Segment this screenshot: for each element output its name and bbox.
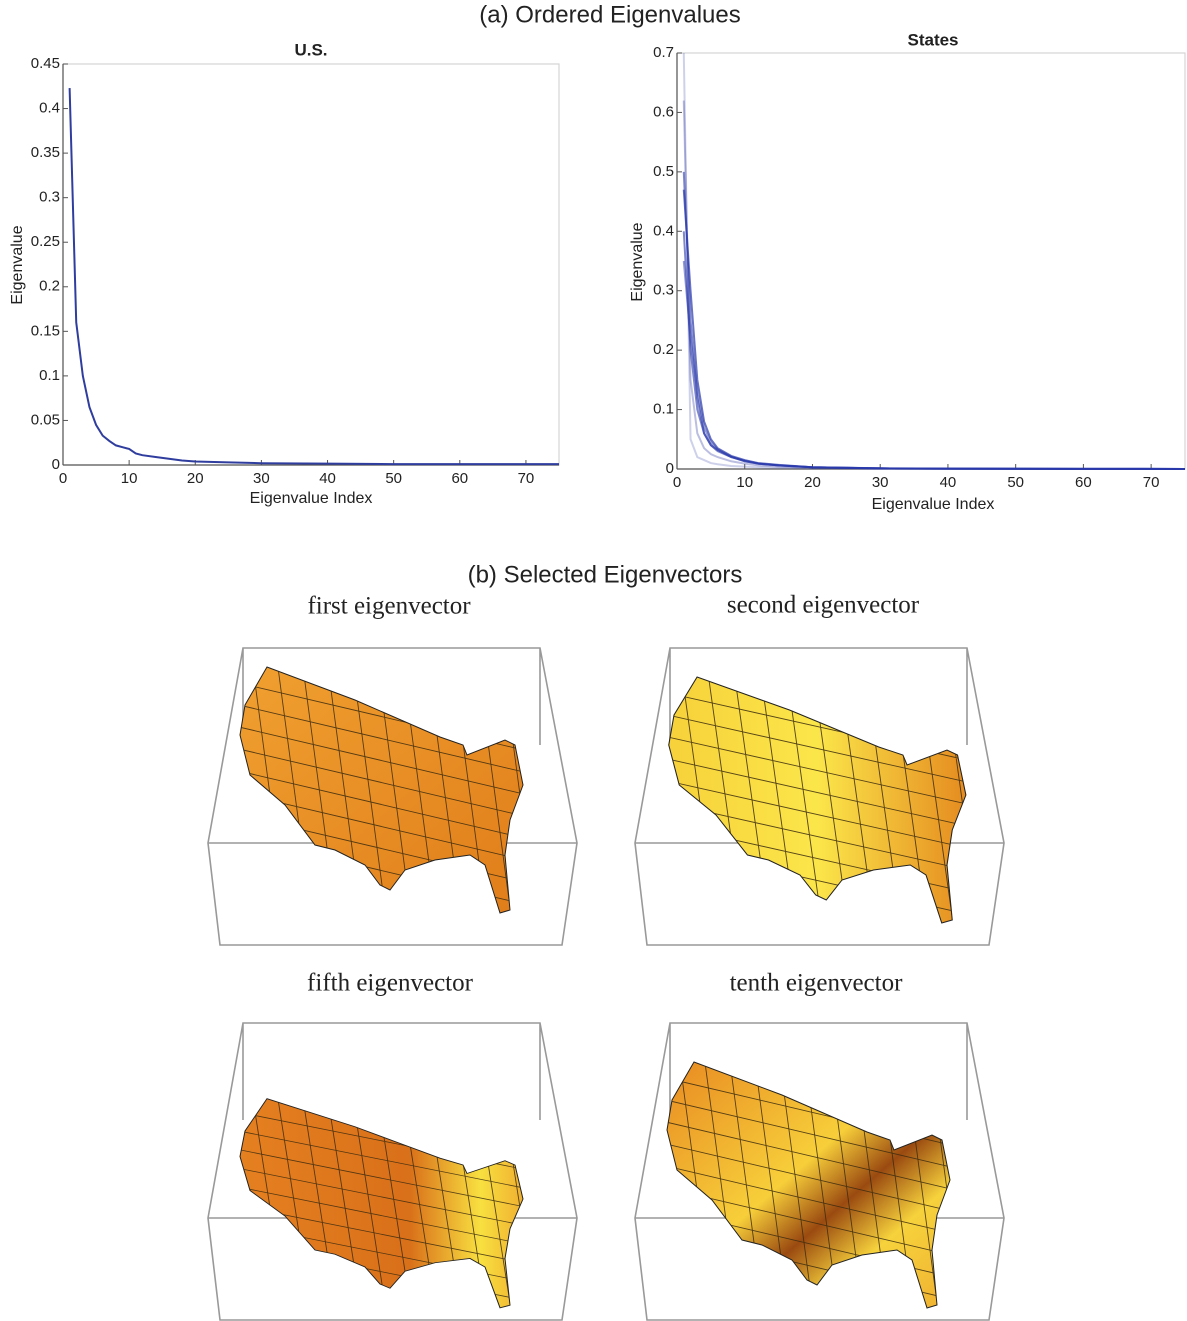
x-axis-label: Eigenvalue Index — [872, 496, 995, 513]
y-tick-label: 0.4 — [39, 100, 60, 117]
x-tick-label: 70 — [1143, 474, 1160, 491]
y-tick-label: 0.15 — [31, 322, 60, 339]
x-tick-label: 40 — [940, 474, 957, 491]
line — [682, 231, 1186, 470]
eigenvector-surface — [632, 647, 1005, 963]
eigenvector-surface — [205, 645, 578, 953]
y-tick-label: 0.2 — [39, 278, 60, 295]
y-tick-label: 0 — [666, 460, 674, 477]
eigenvector-surface — [632, 1022, 1005, 1321]
y-tick-label: 0.05 — [31, 411, 60, 428]
section-title: (b) Selected Eigenvectors — [468, 561, 743, 588]
x-tick-label: 70 — [518, 470, 535, 487]
plot-frame — [676, 52, 1186, 470]
y-tick-label: 0.45 — [31, 55, 60, 72]
y-axis-label: Eigenvalue — [629, 222, 646, 301]
x-tick-label: 30 — [253, 470, 270, 487]
panel-title: fifth eigenvector — [307, 970, 474, 997]
line — [682, 171, 1186, 470]
x-tick-label: 30 — [872, 474, 889, 491]
x-tick-label: 10 — [121, 470, 138, 487]
panel-title: first eigenvector — [307, 593, 471, 620]
chart-title: U.S. — [294, 40, 327, 59]
line — [682, 189, 1186, 470]
y-tick-label: 0.6 — [653, 103, 674, 120]
x-tick-label: 50 — [385, 470, 402, 487]
section-title: (a) Ordered Eigenvalues — [479, 1, 740, 28]
x-tick-label: 10 — [736, 474, 753, 491]
y-tick-label: 0.5 — [653, 163, 674, 180]
x-axis-label: Eigenvalue Index — [250, 490, 373, 507]
y-tick-label: 0.35 — [31, 144, 60, 161]
line — [68, 88, 559, 466]
line — [682, 100, 1186, 470]
chart-title: States — [907, 30, 958, 49]
y-tick-label: 0 — [52, 456, 60, 473]
x-tick-label: 0 — [673, 474, 681, 491]
plot-frame — [62, 63, 560, 466]
y-axis-label: Eigenvalue — [9, 225, 26, 304]
y-tick-label: 0.7 — [653, 44, 674, 61]
y-tick-label: 0.3 — [39, 189, 60, 206]
x-tick-label: 40 — [319, 470, 336, 487]
panel-title: tenth eigenvector — [730, 970, 904, 997]
x-tick-label: 50 — [1007, 474, 1024, 491]
eigenvector-surface — [205, 1022, 578, 1321]
line — [682, 260, 1186, 470]
panel-title: second eigenvector — [727, 592, 920, 619]
y-tick-label: 0.1 — [39, 367, 60, 384]
y-tick-label: 0.4 — [653, 222, 674, 239]
x-tick-label: 60 — [1075, 474, 1092, 491]
y-tick-label: 0.25 — [31, 233, 60, 250]
y-tick-label: 0.3 — [653, 282, 674, 299]
line — [682, 52, 1185, 470]
x-tick-label: 20 — [804, 474, 821, 491]
y-tick-label: 0.2 — [653, 341, 674, 358]
x-tick-label: 0 — [59, 470, 67, 487]
y-tick-label: 0.1 — [653, 401, 674, 418]
x-tick-label: 60 — [451, 470, 468, 487]
x-tick-label: 20 — [187, 470, 204, 487]
